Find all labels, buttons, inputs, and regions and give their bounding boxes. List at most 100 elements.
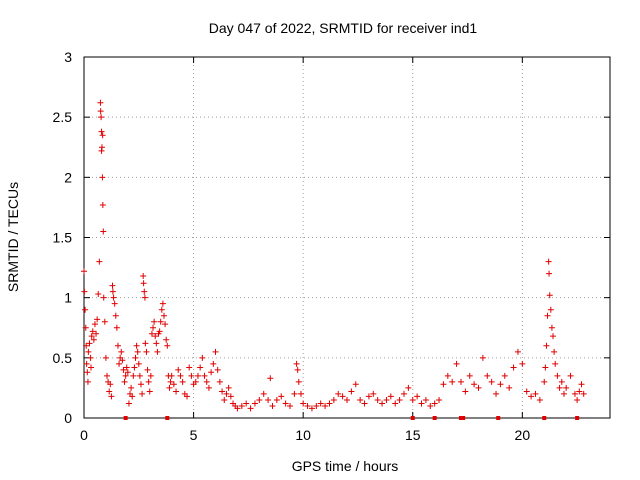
data-point [141,288,148,295]
data-point [156,328,163,335]
data-point [330,396,337,403]
data-point [251,400,258,407]
data-point [134,348,141,355]
data-point [123,364,130,371]
data-point [192,378,199,385]
data-point [212,348,219,355]
data-point [101,318,108,325]
data-point [282,400,289,407]
baseline-marker [165,416,170,420]
data-point [125,400,132,407]
data-point [82,306,89,313]
data-point [269,402,276,409]
data-point [119,357,126,364]
data-point [159,300,166,307]
data-point [300,400,307,407]
data-point [560,390,567,397]
data-point [449,378,456,385]
baseline-marker [410,416,415,420]
x-tick-label: 20 [515,427,531,443]
data-point [122,372,129,379]
data-point [546,270,553,277]
x-axis-title: GPS time / hours [292,458,399,474]
data-point [151,318,158,325]
data-points [81,99,587,420]
y-tick-label: 2 [64,169,72,185]
data-point [90,336,97,343]
data-point [142,340,149,347]
data-point [548,324,555,331]
data-point [113,324,120,331]
data-point [348,388,355,395]
data-point [552,360,559,367]
data-point [201,372,208,379]
data-point [108,393,115,400]
data-point [554,372,561,379]
data-point [294,366,301,373]
data-point [94,316,101,323]
data-point [97,99,104,106]
data-point [436,396,443,403]
data-point [383,396,390,403]
data-point [129,393,136,400]
data-point [104,372,111,379]
data-point [273,396,280,403]
data-point [124,369,131,376]
data-point [225,384,232,391]
data-point [313,402,320,409]
data-point [409,396,416,403]
data-point [216,378,223,385]
data-point [81,288,88,295]
data-point [344,396,350,403]
data-point [106,388,113,395]
data-point [532,390,539,397]
data-point [541,378,548,385]
data-point [295,378,302,385]
data-point [219,388,226,395]
baseline-marker [542,416,547,420]
data-point [140,280,147,287]
data-point [536,396,543,403]
data-point [84,369,91,376]
data-point [208,369,215,376]
data-point [457,378,464,385]
data-point [98,128,105,135]
data-point [158,306,165,313]
data-point [186,364,193,371]
data-point [98,147,105,154]
data-point [387,393,394,400]
data-point [131,364,138,371]
data-point [528,393,535,400]
data-point [542,364,549,371]
data-point [339,393,346,400]
x-tick-label: 0 [80,427,88,443]
data-point [157,318,164,325]
data-point [523,388,530,395]
plot-frame [83,56,611,419]
data-point [154,348,161,355]
y-tick-label: 1 [64,290,72,306]
data-point [444,372,451,379]
data-point [571,390,578,397]
data-point [146,388,153,395]
grid [84,57,610,418]
data-point [506,384,513,391]
data-point [543,342,550,349]
data-point [121,378,128,385]
data-point [357,396,364,403]
data-point [546,292,553,299]
data-point [179,378,186,385]
data-point [488,378,495,385]
data-point [132,354,139,361]
data-point [111,300,118,307]
data-point [260,390,267,397]
data-point [188,372,195,379]
data-point [304,402,311,409]
data-point [574,396,581,403]
data-point [227,393,234,400]
y-tick-label: 1.5 [53,230,73,246]
data-point [550,333,557,340]
data-point [479,354,486,361]
data-point [440,381,447,388]
data-point [203,378,210,385]
